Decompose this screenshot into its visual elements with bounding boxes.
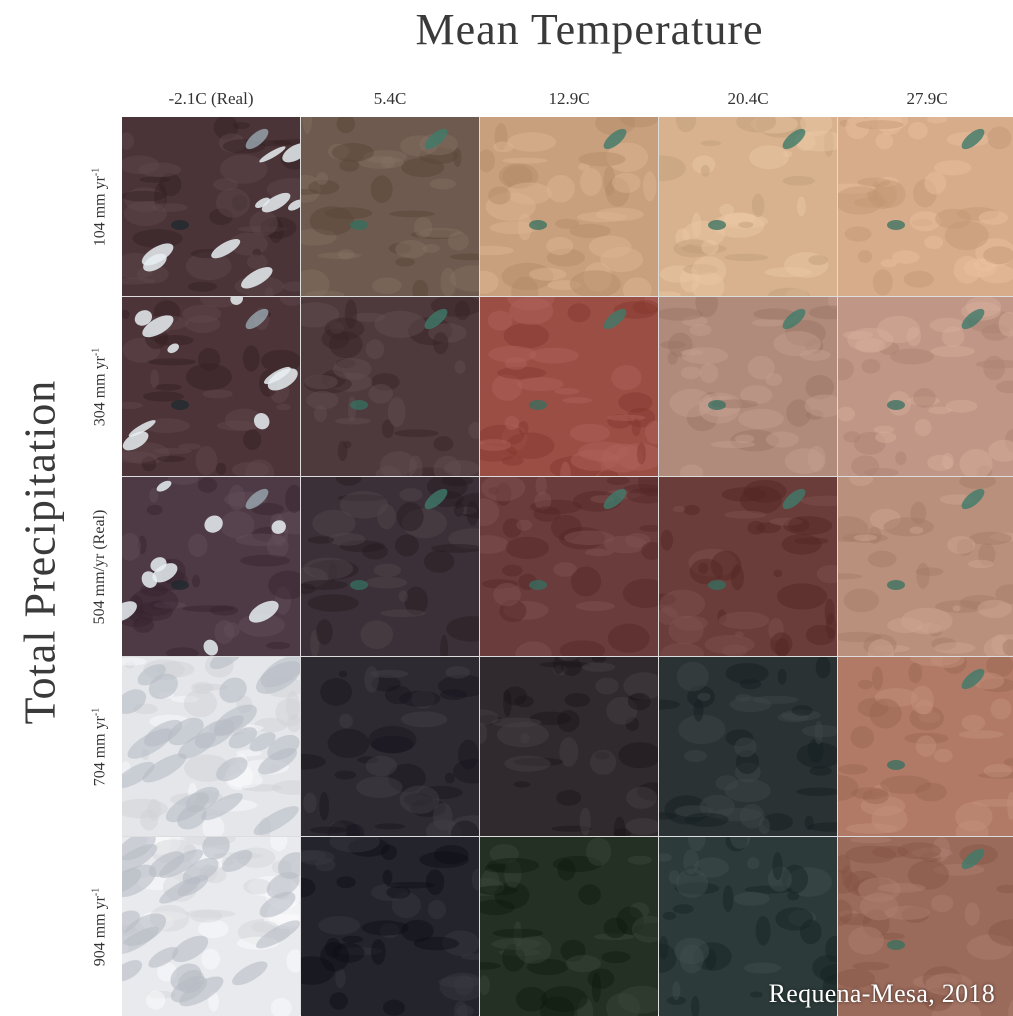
satellite-tile [659,297,837,476]
satellite-tile [659,657,837,836]
satellite-tile [301,297,479,476]
column-label: 5.4C [301,89,479,109]
satellite-tile [480,117,658,296]
row-label: 704 mm yr-1 [90,707,109,786]
y-axis-label: Total Precipitation [15,380,66,725]
credit-text: Requena-Mesa, 2018 [769,979,995,1009]
column-label: 27.9C [838,89,1013,109]
satellite-tile [122,117,300,296]
figure-title: Mean Temperature [0,4,1013,55]
satellite-image-grid [122,117,1013,1015]
satellite-tile [122,837,300,1016]
satellite-tile [122,477,300,656]
satellite-tile [480,657,658,836]
satellite-tile [659,117,837,296]
satellite-tile [301,837,479,1016]
satellite-tile [122,657,300,836]
column-label: 20.4C [659,89,837,109]
satellite-tile [301,657,479,836]
satellite-tile [301,477,479,656]
satellite-tile [480,837,658,1016]
satellite-tile [480,477,658,656]
satellite-tile [122,297,300,476]
row-label: 304 mm yr-1 [90,347,109,426]
column-label: 12.9C [480,89,658,109]
row-label: 104 mm yr-1 [90,167,109,246]
row-label: 904 mm yr-1 [90,887,109,966]
satellite-tile [301,117,479,296]
satellite-tile [838,297,1013,476]
satellite-tile [838,657,1013,836]
satellite-tile [838,477,1013,656]
column-label: -2.1C (Real) [122,89,300,109]
row-label: 504 mm/yr (Real) [91,509,109,624]
satellite-tile [838,117,1013,296]
satellite-tile [659,477,837,656]
satellite-tile [480,297,658,476]
